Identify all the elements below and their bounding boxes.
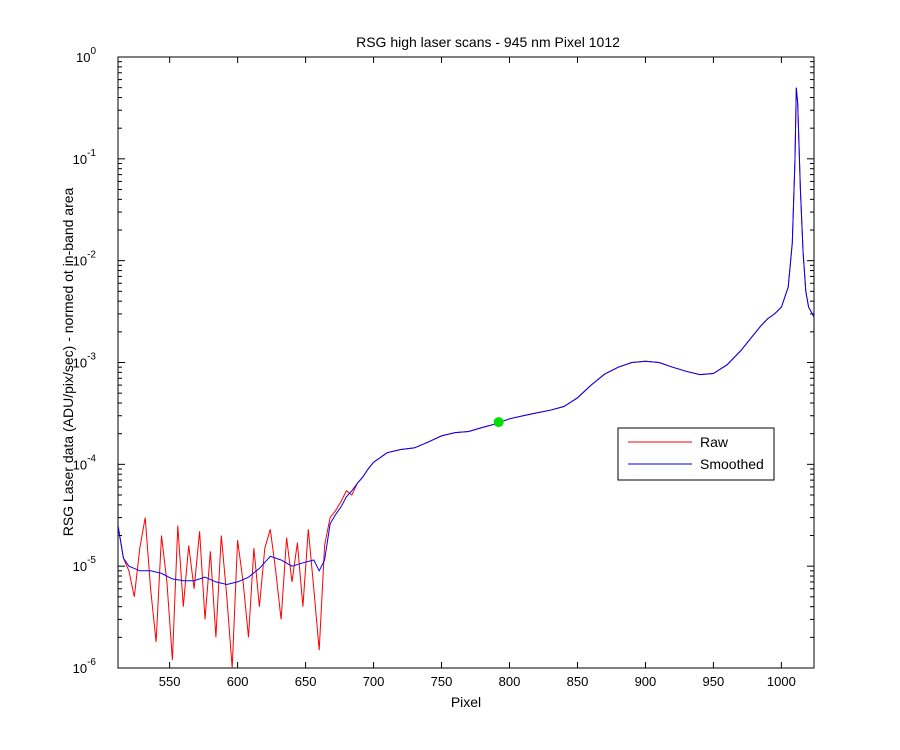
series-line-smoothed — [118, 87, 814, 586]
x-tick-label: 600 — [227, 674, 249, 689]
x-tick-label: 850 — [567, 674, 589, 689]
x-tick-label: 650 — [295, 674, 317, 689]
y-tick-label: 10-6 — [73, 657, 97, 676]
x-tick-label: 950 — [703, 674, 725, 689]
x-tick-label: 1000 — [767, 674, 796, 689]
legend: Raw Smoothed — [617, 427, 775, 481]
annotations — [493, 417, 504, 428]
x-axis-label: Pixel — [451, 694, 481, 710]
y-tick-label: 10-2 — [73, 250, 97, 269]
y-axis-label: RSG Laser data (ADU/pix/sec) - normed ot… — [60, 187, 76, 536]
legend-label-smoothed: Smoothed — [700, 456, 764, 472]
axes: 550 600 650 700 750 800 850 900 950 1000 10-6 10-5… — [73, 46, 815, 689]
y-tick-label: 10-4 — [73, 453, 97, 472]
x-tick-label: 550 — [159, 674, 181, 689]
legend-box — [617, 427, 775, 481]
y-tick-label: 10-3 — [73, 352, 97, 371]
plot-area — [117, 56, 815, 669]
x-tick-label: 750 — [431, 674, 453, 689]
y-tick-label: 100 — [76, 46, 96, 65]
y-axis-ticks: 10-6 10-5 10-4 10-3 10-2 10-1 100 — [73, 46, 814, 676]
chart-title: RSG high laser scans - 945 nm Pixel 1012 — [356, 34, 620, 50]
y-tick-label: 10-1 — [73, 148, 97, 167]
x-tick-label: 900 — [635, 674, 657, 689]
highlight-marker — [493, 417, 504, 428]
series-lines — [118, 87, 814, 668]
y-tick-label: 10-5 — [73, 555, 97, 574]
legend-label-raw: Raw — [700, 434, 729, 450]
x-tick-label: 800 — [499, 674, 521, 689]
x-axis-ticks: 550 600 650 700 750 800 850 900 950 1000 — [159, 57, 796, 689]
x-tick-label: 700 — [363, 674, 385, 689]
